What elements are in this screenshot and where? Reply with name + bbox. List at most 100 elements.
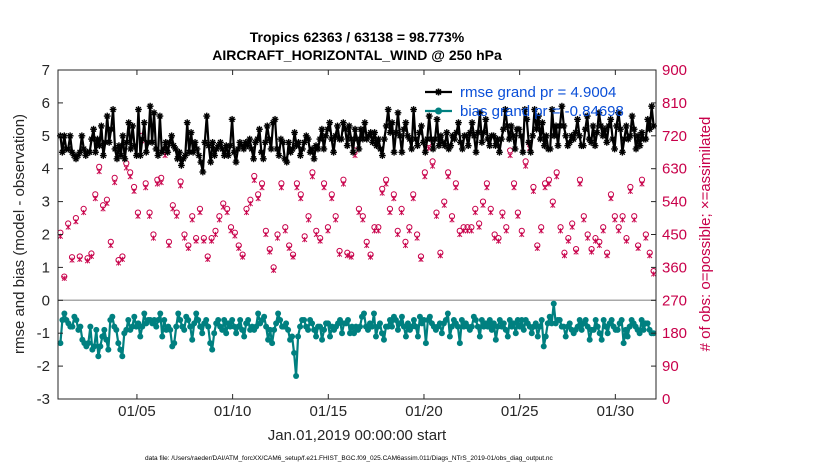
bias-marker <box>311 326 318 333</box>
bias-marker <box>161 317 168 324</box>
bias-series <box>57 300 657 379</box>
rmse-marker <box>375 135 382 143</box>
bias-marker <box>199 330 206 337</box>
rmse-marker <box>579 142 587 150</box>
obs-assimilated-marker <box>189 217 195 223</box>
rmse-marker <box>607 115 615 123</box>
obs-assimilated-marker <box>224 209 230 216</box>
bias-marker <box>271 326 278 333</box>
rmse-marker <box>150 109 158 117</box>
rmse-marker <box>550 132 558 140</box>
rmse-marker <box>402 119 410 127</box>
bias-marker <box>73 317 80 324</box>
obs-assimilated-marker <box>596 242 602 249</box>
obs-assimilated-marker <box>170 206 176 212</box>
bias-marker <box>556 317 563 324</box>
bias-marker <box>442 317 449 324</box>
rmse-marker <box>156 112 164 120</box>
rmse-marker <box>447 142 455 150</box>
bias-marker <box>305 326 312 333</box>
obs-assimilated-marker <box>387 209 393 216</box>
obs-assimilated-marker <box>247 201 253 207</box>
rmse-marker <box>638 129 646 136</box>
bias-marker <box>510 320 517 327</box>
y-right-tick-label: 180 <box>662 325 687 342</box>
bias-marker <box>185 317 192 324</box>
bias-marker <box>474 323 481 330</box>
x-tick-label: 01/20 <box>405 403 443 420</box>
y-tick-label: 7 <box>42 62 50 79</box>
obs-assimilated-marker <box>635 245 641 252</box>
x-tick-label: 01/05 <box>118 403 156 420</box>
bias-marker <box>193 310 200 317</box>
y-tick-label: 2 <box>42 227 50 244</box>
obs-assimilated-marker <box>81 209 87 216</box>
bias-marker <box>624 333 631 340</box>
rmse-marker <box>394 109 402 117</box>
obs-assimilated-marker <box>325 228 331 234</box>
bias-marker <box>245 317 252 324</box>
rmse-marker <box>556 122 564 130</box>
obs-assimilated-marker <box>123 165 129 171</box>
rmse-marker <box>273 145 281 153</box>
rmse-marker <box>542 132 550 140</box>
rmse-marker <box>595 109 603 117</box>
bias-marker <box>598 336 605 343</box>
bias-marker <box>446 333 453 340</box>
rmse-marker <box>176 148 183 156</box>
bias-marker <box>203 317 210 324</box>
bias-marker <box>313 333 320 340</box>
rmse-marker <box>605 122 613 130</box>
bias-marker <box>486 317 493 324</box>
obs-assimilated-marker <box>112 179 118 186</box>
rmse-marker <box>377 145 384 153</box>
bias-marker <box>456 340 463 347</box>
bias-marker <box>596 330 603 337</box>
y-axis-right: 0 90 180 270 360 450 540 630 720 810 900 <box>651 62 687 408</box>
bias-marker <box>386 317 393 324</box>
rmse-marker <box>347 135 355 143</box>
obs-assimilated-marker <box>259 185 265 191</box>
bias-marker <box>209 346 216 353</box>
rmse-marker <box>574 115 581 123</box>
rmse-marker <box>408 145 416 153</box>
rmse-marker <box>96 142 103 150</box>
bias-marker <box>297 323 304 330</box>
rmse-marker <box>626 132 634 140</box>
y-tick-label: 1 <box>42 259 50 276</box>
obs-assimilated-marker <box>503 228 509 234</box>
rmse-marker <box>256 125 263 133</box>
obs-assimilated-marker <box>201 238 207 244</box>
obs-assimilated-marker <box>546 181 552 187</box>
obs-assimilated-marker <box>367 254 374 260</box>
obs-assimilated-marker <box>588 249 595 255</box>
rmse-marker <box>599 132 607 140</box>
rmse-marker <box>498 135 505 143</box>
bias-marker <box>496 317 503 324</box>
rmse-marker <box>271 115 279 123</box>
rmse-marker <box>265 135 273 143</box>
bias-marker <box>540 343 547 350</box>
obs-assimilated-marker <box>104 200 110 207</box>
rmse-marker <box>388 119 396 127</box>
rmse-marker <box>576 132 583 140</box>
obs-assimilated-marker <box>197 209 203 216</box>
bias-marker <box>422 340 429 347</box>
bias-marker <box>289 333 296 340</box>
obs-assimilated-marker <box>119 256 126 262</box>
rmse-marker <box>345 122 353 130</box>
rmse-marker <box>480 129 488 136</box>
rmse-marker <box>601 125 609 133</box>
bias-marker <box>117 346 124 353</box>
rmse-marker <box>337 135 345 143</box>
rmse-marker <box>443 129 451 136</box>
bias-marker <box>219 326 226 333</box>
obs-assimilated-series <box>57 138 657 281</box>
rmse-marker <box>92 148 99 156</box>
bias-marker <box>337 317 344 324</box>
obs-assimilated-marker <box>592 238 599 244</box>
bias-marker <box>309 320 316 327</box>
rmse-marker <box>396 132 404 140</box>
y-right-tick-label: 900 <box>662 62 687 79</box>
bias-marker <box>215 317 222 324</box>
